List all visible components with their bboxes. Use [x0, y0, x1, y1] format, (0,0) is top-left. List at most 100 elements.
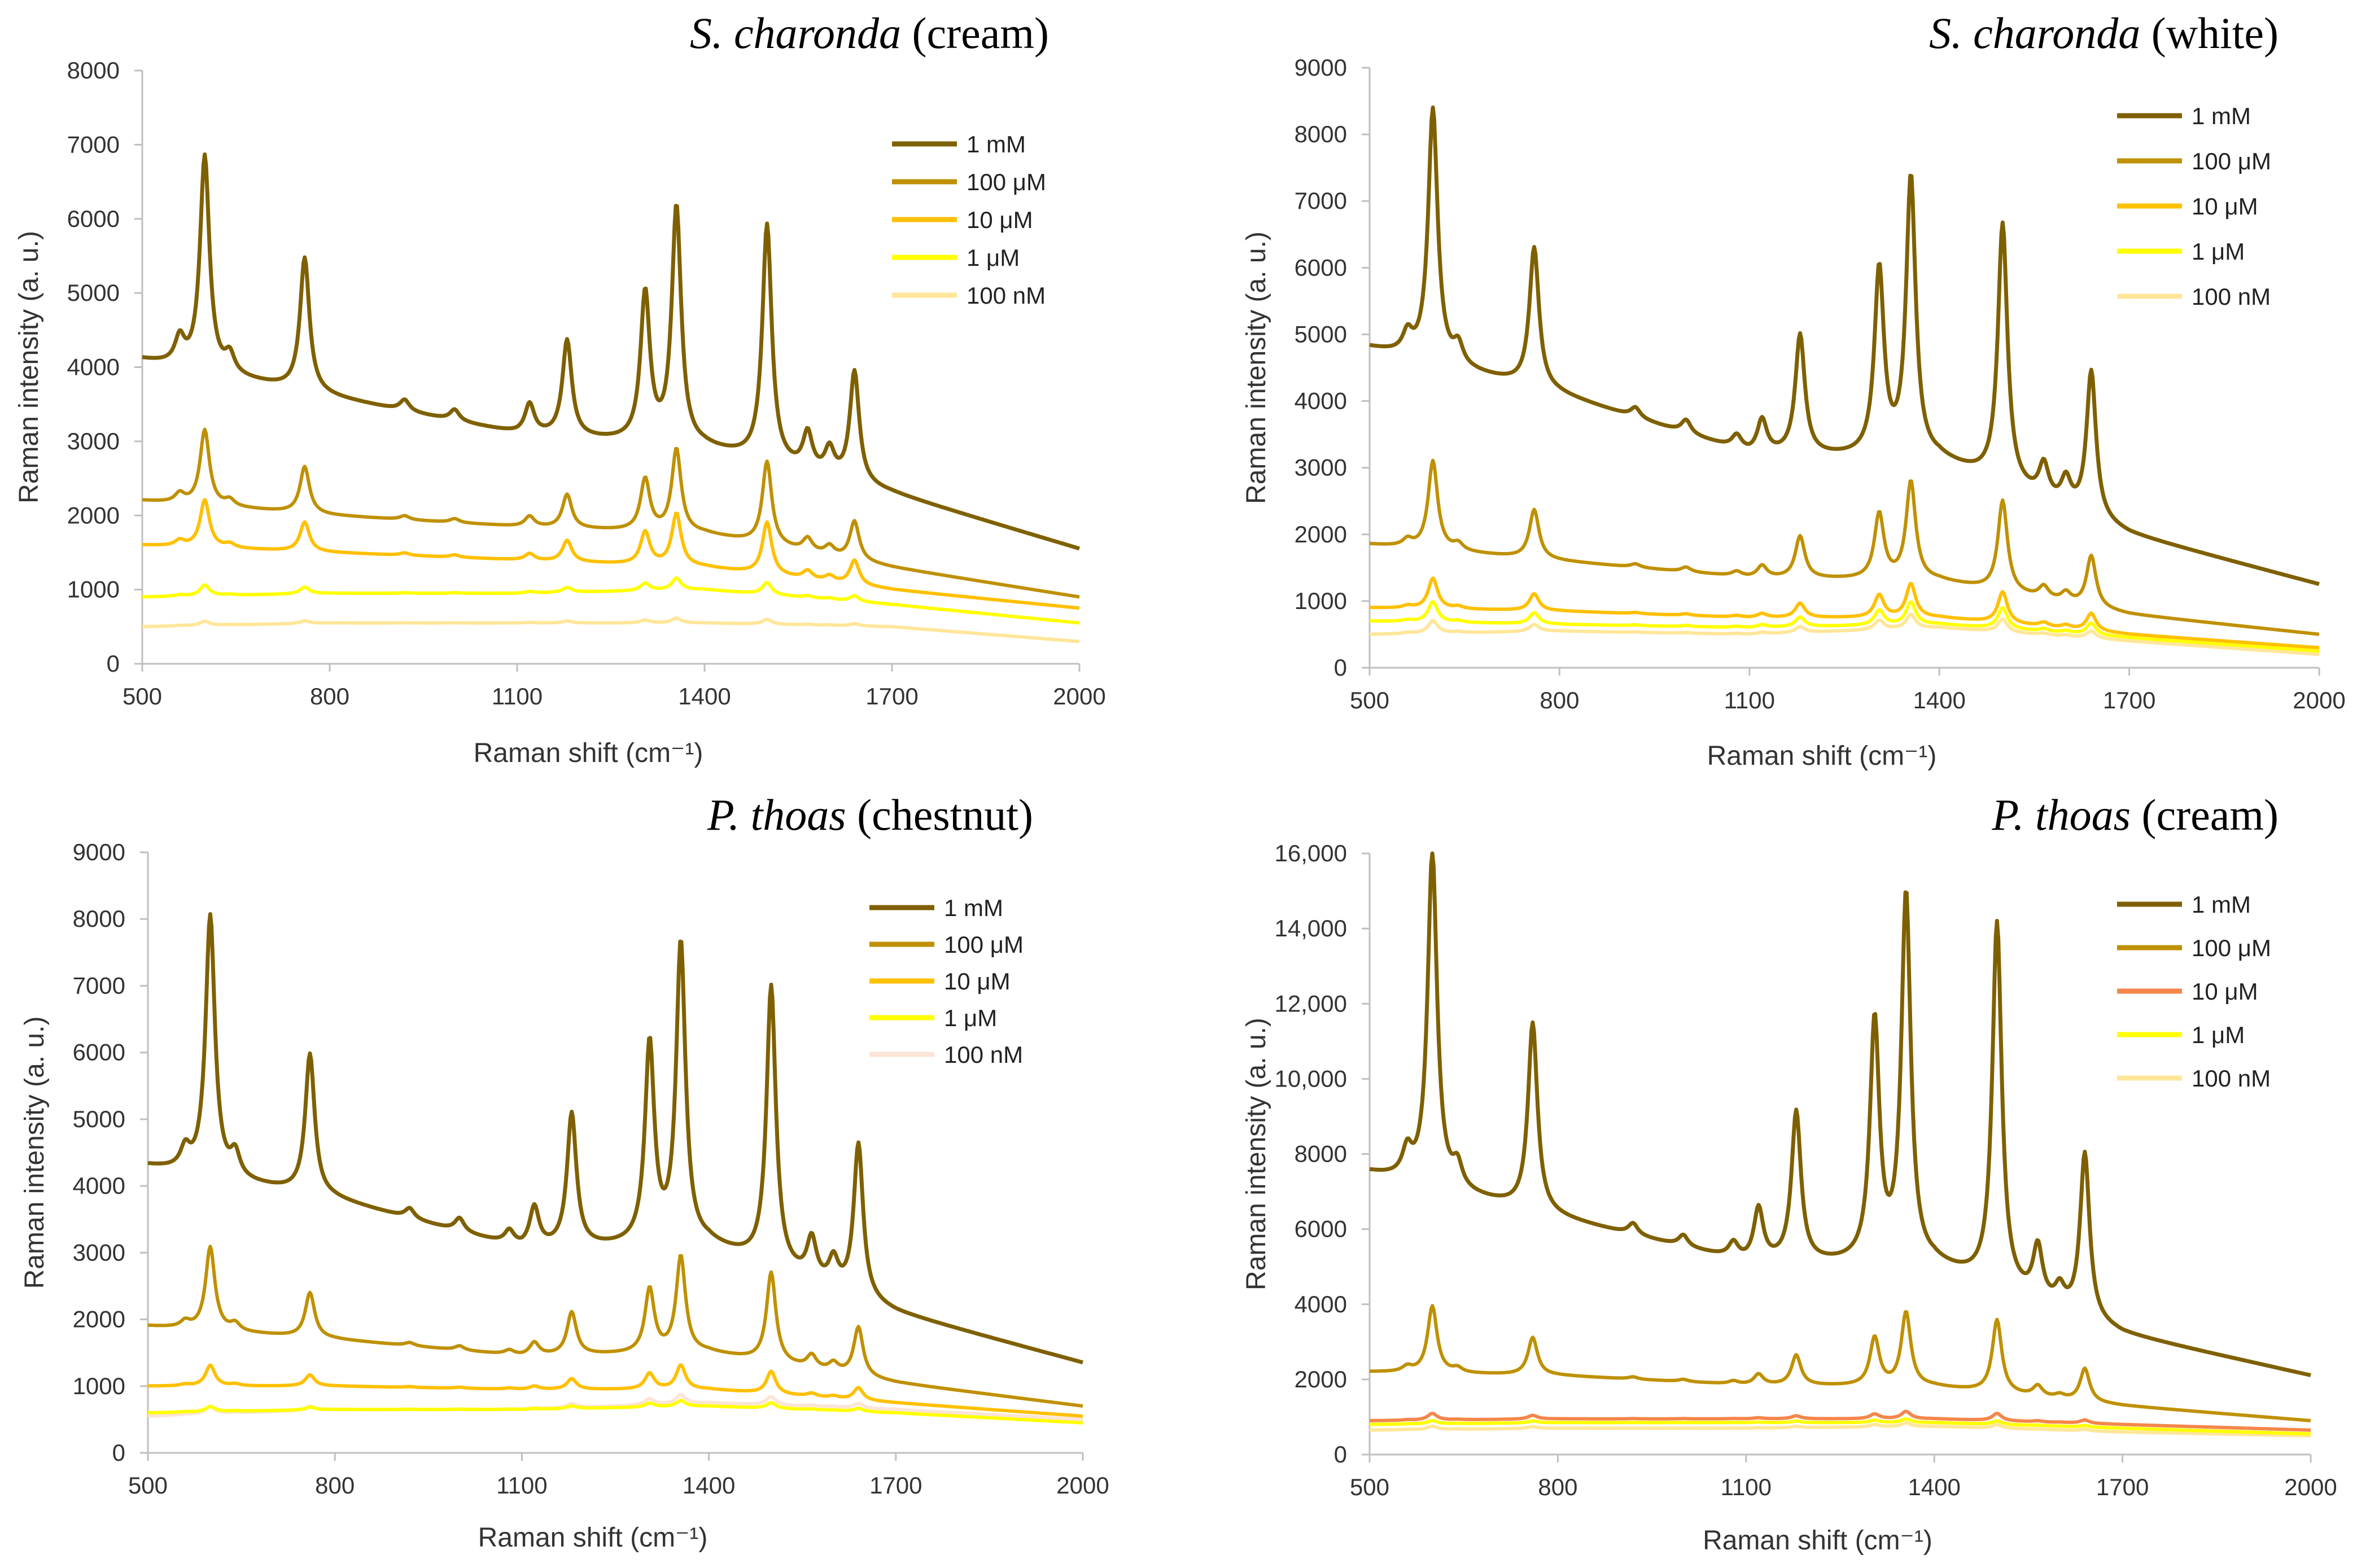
x-tick-label: 800 — [315, 1472, 355, 1499]
y-tick-label: 0 — [112, 1439, 125, 1466]
y-tick-label: 16,000 — [1275, 840, 1347, 866]
chart-title-morph: (cream) — [901, 8, 1049, 58]
y-tick-label: 2000 — [1295, 521, 1347, 548]
x-tick-label: 1100 — [1724, 687, 1775, 713]
series-line-5 — [142, 616, 1080, 643]
y-axis-label: Raman intensity (a. u.) — [1241, 231, 1271, 504]
chart-title-species: P. thoas — [1991, 790, 2131, 839]
x-tick-label: 1400 — [1908, 1474, 1960, 1500]
x-tick-label: 1100 — [496, 1472, 547, 1499]
x-tick-label: 500 — [1350, 1474, 1389, 1500]
legend: 1 mM 100 μM 10 μM 1 μM 100 nM — [869, 895, 1024, 1068]
legend-label: 1 μM — [2192, 238, 2245, 265]
legend-label: 1 μM — [944, 1005, 997, 1031]
y-tick-label: 3000 — [67, 428, 120, 454]
series-line-3 — [1369, 576, 2320, 650]
y-tick-label: 4000 — [67, 354, 120, 380]
x-axis-label: Raman shift (cm⁻¹) — [1707, 741, 1937, 771]
legend-label: 1 mM — [944, 895, 1003, 921]
y-tick-label: 7000 — [73, 972, 125, 998]
chart-title: P. thoas (cream) — [1991, 790, 2279, 839]
y-tick-label: 3000 — [1295, 454, 1347, 481]
y-tick-label: 6000 — [1295, 254, 1347, 281]
x-tick-label: 800 — [310, 683, 349, 709]
x-tick-label: 1100 — [1721, 1474, 1772, 1500]
legend-label: 100 μM — [2192, 935, 2271, 961]
x-tick-label: 500 — [128, 1472, 168, 1499]
series-line-4 — [1369, 600, 2320, 653]
chart-title-species: P. thoas — [707, 790, 846, 839]
y-tick-label: 0 — [107, 650, 120, 677]
y-tick-label: 4000 — [73, 1172, 125, 1199]
series-line-2 — [142, 427, 1080, 599]
legend-label: 1 μM — [2192, 1022, 2245, 1048]
y-tick-label: 10,000 — [1275, 1065, 1347, 1092]
x-tick-label: 2000 — [2293, 687, 2345, 713]
y-tick-label: 4000 — [1295, 1291, 1347, 1317]
series-line-2 — [147, 1245, 1083, 1408]
x-tick-label: 1700 — [865, 683, 918, 709]
legend-label: 1 μM — [967, 244, 1020, 271]
legend-label: 1 mM — [2192, 891, 2251, 918]
y-tick-label: 7000 — [1295, 187, 1347, 214]
legend: 1 mM 100 μM 10 μM 1 μM 100 nM — [2117, 891, 2271, 1092]
series-line-1 — [147, 912, 1084, 1365]
series-line-1 — [1368, 851, 2312, 1377]
series-line-2 — [1369, 458, 2320, 636]
legend-label: 10 μM — [2192, 193, 2258, 220]
x-tick-label: 800 — [1538, 1474, 1577, 1500]
chart-title: P. thoas (chestnut) — [707, 790, 1033, 839]
y-axis-label: Raman intensity (a. u.) — [20, 1017, 50, 1289]
y-tick-label: 0 — [1334, 654, 1347, 681]
legend-label: 100 μM — [967, 169, 1046, 195]
series-line-4 — [142, 576, 1080, 625]
chart-panel-3: P. thoas (chestnut) 500 800 1100 1400 1700 200… — [20, 790, 1109, 1553]
x-tick-label: 500 — [123, 683, 162, 709]
y-tick-label: 7000 — [67, 131, 120, 157]
x-tick-label: 1100 — [492, 683, 543, 709]
legend-label: 1 mM — [967, 131, 1026, 157]
series-line-3 — [1369, 1409, 2311, 1432]
chart-title: S. charonda (white) — [1929, 8, 2279, 58]
y-tick-label: 8000 — [67, 57, 120, 84]
x-tick-label: 2000 — [1056, 1472, 1109, 1499]
x-tick-label: 1700 — [2103, 687, 2155, 713]
x-tick-label: 1700 — [2096, 1474, 2149, 1500]
legend: 1 mM 100 μM 10 μM 1 μM 100 nM — [892, 131, 1046, 309]
y-tick-label: 9000 — [73, 839, 125, 865]
series-line-3 — [142, 498, 1080, 610]
chart-panel-1: S. charonda (cream) 500 800 1100 1400 1700 200… — [14, 8, 1106, 768]
x-axis-label: Raman shift (cm⁻¹) — [474, 738, 703, 768]
series-line-1 — [1368, 105, 2320, 586]
x-tick-label: 1700 — [869, 1472, 922, 1499]
chart-panel-2: S. charonda (white) 500 800 1100 1400 1700 200… — [1241, 8, 2346, 771]
y-tick-label: 8000 — [1295, 121, 1347, 147]
legend-label: 100 nM — [967, 282, 1046, 309]
y-tick-label: 12,000 — [1275, 990, 1347, 1017]
y-tick-label: 9000 — [1295, 54, 1347, 81]
chart-title: S. charonda (cream) — [690, 8, 1049, 58]
x-tick-label: 1400 — [678, 683, 731, 709]
series-line-4 — [147, 1399, 1083, 1425]
chart-title-morph: (cream) — [2131, 790, 2279, 839]
x-tick-label: 1400 — [1913, 687, 1965, 713]
legend-label: 100 nM — [2192, 1065, 2271, 1092]
y-tick-label: 5000 — [1295, 321, 1347, 347]
chart-title-species: S. charonda — [1929, 8, 2140, 58]
legend-label: 10 μM — [2192, 978, 2258, 1005]
y-tick-label: 1000 — [73, 1373, 125, 1399]
y-tick-label: 4000 — [1295, 388, 1347, 414]
chart-title-morph: (white) — [2140, 8, 2279, 58]
x-axis-label: Raman shift (cm⁻¹) — [478, 1523, 708, 1553]
y-tick-label: 1000 — [67, 576, 120, 603]
x-tick-label: 500 — [1350, 687, 1389, 713]
y-tick-label: 6000 — [73, 1039, 125, 1066]
legend-label: 10 μM — [967, 207, 1033, 233]
x-tick-label: 2000 — [1053, 683, 1105, 709]
series-line-2 — [1369, 1304, 2311, 1422]
y-tick-label: 0 — [1334, 1441, 1347, 1468]
y-axis-label: Raman intensity (a. u.) — [1241, 1018, 1271, 1290]
chart-title-morph: (chestnut) — [846, 790, 1033, 839]
y-tick-label: 6000 — [1295, 1216, 1347, 1242]
